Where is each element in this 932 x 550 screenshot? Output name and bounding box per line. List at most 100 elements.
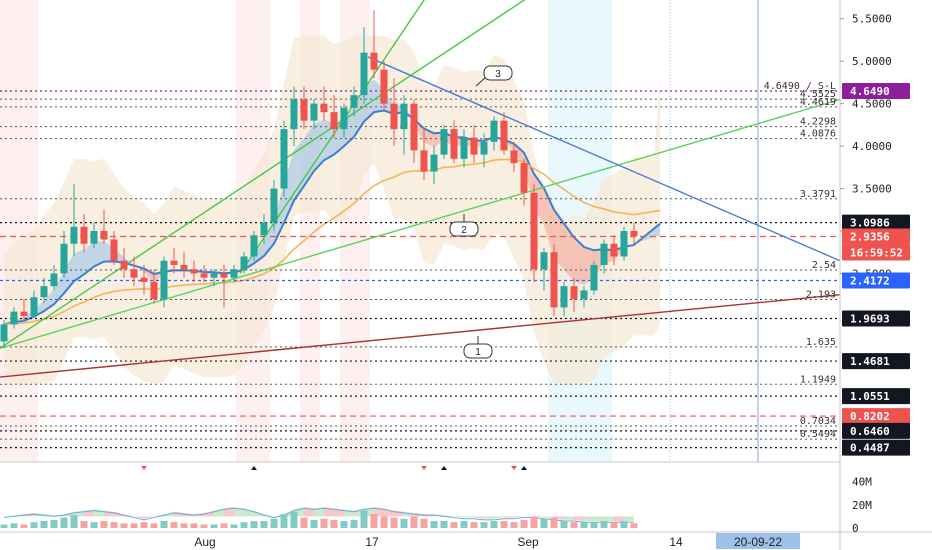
volume-bar xyxy=(400,518,408,528)
candle xyxy=(510,141,518,172)
ma-cloud-segment xyxy=(314,119,324,171)
ma-cloud-segment xyxy=(564,223,574,282)
candle xyxy=(280,120,288,198)
candle-body xyxy=(220,273,228,278)
price-tick-label: 3.5000 xyxy=(852,183,892,196)
price-tag: 1.9693 xyxy=(842,310,910,327)
candle-body xyxy=(570,286,578,299)
candle-body xyxy=(200,273,208,278)
candle xyxy=(190,260,198,282)
candle-body xyxy=(110,239,118,261)
volume-bar xyxy=(500,521,508,528)
price-tag: 2.9356 xyxy=(842,228,910,245)
volume-bar xyxy=(80,521,88,528)
candle-body xyxy=(0,324,8,342)
volume-bar xyxy=(480,522,488,528)
price-tag-box xyxy=(842,310,910,327)
candle xyxy=(320,86,328,121)
candle xyxy=(250,231,258,261)
price-tag-label: 0.4487 xyxy=(850,442,890,455)
volume-bar xyxy=(250,521,258,528)
signal-marker xyxy=(521,466,527,470)
volume-bar xyxy=(580,522,588,528)
candle-body xyxy=(330,112,338,130)
volume-tick-label: 20M xyxy=(852,499,872,512)
volume-oscillator-area xyxy=(624,516,634,522)
level-label: 1.1949 xyxy=(800,374,836,385)
candle xyxy=(360,27,368,104)
trendline-1-support xyxy=(0,293,840,378)
candle xyxy=(40,277,48,304)
trendline-green-steep xyxy=(0,0,526,349)
candle xyxy=(420,129,428,181)
volume-bar xyxy=(60,517,68,528)
candle-body xyxy=(520,163,528,193)
callout-label: 3 xyxy=(495,69,501,80)
candle-body xyxy=(630,231,638,237)
candle-body xyxy=(160,260,168,299)
volume-oscillator-area xyxy=(514,516,524,518)
candle-body xyxy=(420,150,428,172)
volume-oscillator-area xyxy=(4,515,14,517)
volume-bar xyxy=(100,521,108,528)
candle xyxy=(620,226,628,261)
volume-bar xyxy=(270,518,278,528)
candle-body xyxy=(430,154,438,172)
volume-bar xyxy=(290,511,298,528)
cursor-date-box xyxy=(716,533,800,549)
candle xyxy=(80,214,88,253)
signal-marker xyxy=(141,466,147,470)
ma-cloud-segment xyxy=(424,128,434,148)
time-tick-label: 17 xyxy=(365,535,379,549)
volume-bar xyxy=(520,519,528,528)
candle-body xyxy=(320,103,328,113)
volume-oscillator-area xyxy=(574,516,584,522)
volume-oscillator-area xyxy=(564,516,574,520)
level-label: 2.54 xyxy=(812,260,836,271)
candle xyxy=(0,320,8,349)
countdown-box xyxy=(842,244,910,261)
ma-cloud-segment xyxy=(254,241,264,264)
level-label: 3.3791 xyxy=(800,189,836,200)
volume-oscillator-area xyxy=(484,516,494,519)
candle xyxy=(200,264,208,282)
candle xyxy=(240,252,248,274)
candle xyxy=(480,133,488,168)
volume-tick-label: 40M xyxy=(852,476,872,489)
volume-bar xyxy=(470,522,478,528)
candle-body xyxy=(540,252,548,270)
candle xyxy=(630,222,638,244)
candle-body xyxy=(10,311,18,325)
candle xyxy=(310,99,318,130)
volume-bar xyxy=(260,521,268,528)
callout-label: 1 xyxy=(475,347,481,358)
candle-body xyxy=(500,120,508,151)
ma-cloud-segment xyxy=(294,138,304,201)
ma-cloud-segment xyxy=(324,119,334,161)
ma-cloud-segment xyxy=(534,173,544,226)
volume-oscillator-area xyxy=(554,516,564,520)
time-axis: Aug 17 Sep 14 20-09-22 xyxy=(194,533,800,549)
volume-bar xyxy=(160,521,168,528)
candle-body xyxy=(590,264,598,291)
candle xyxy=(230,264,238,282)
volume-oscillator-area xyxy=(594,516,604,522)
volume-bar xyxy=(450,522,458,528)
level-label: 0.5494 xyxy=(800,429,836,440)
volume-bar xyxy=(510,522,518,528)
price-tag-label: 3.0986 xyxy=(850,217,890,230)
time-tick-label: Sep xyxy=(517,535,539,549)
candle-body xyxy=(340,107,348,130)
candle xyxy=(580,286,588,308)
volume-oscillator-area xyxy=(494,516,504,519)
candle xyxy=(260,214,268,244)
candle-body xyxy=(510,150,518,164)
candle-body xyxy=(530,192,538,270)
level-label: 4.2298 xyxy=(800,117,836,128)
volume-bar xyxy=(140,522,148,528)
candle-body xyxy=(20,311,28,316)
volume-bar xyxy=(90,522,98,528)
candle-body xyxy=(290,99,298,130)
candle-body xyxy=(470,137,478,155)
